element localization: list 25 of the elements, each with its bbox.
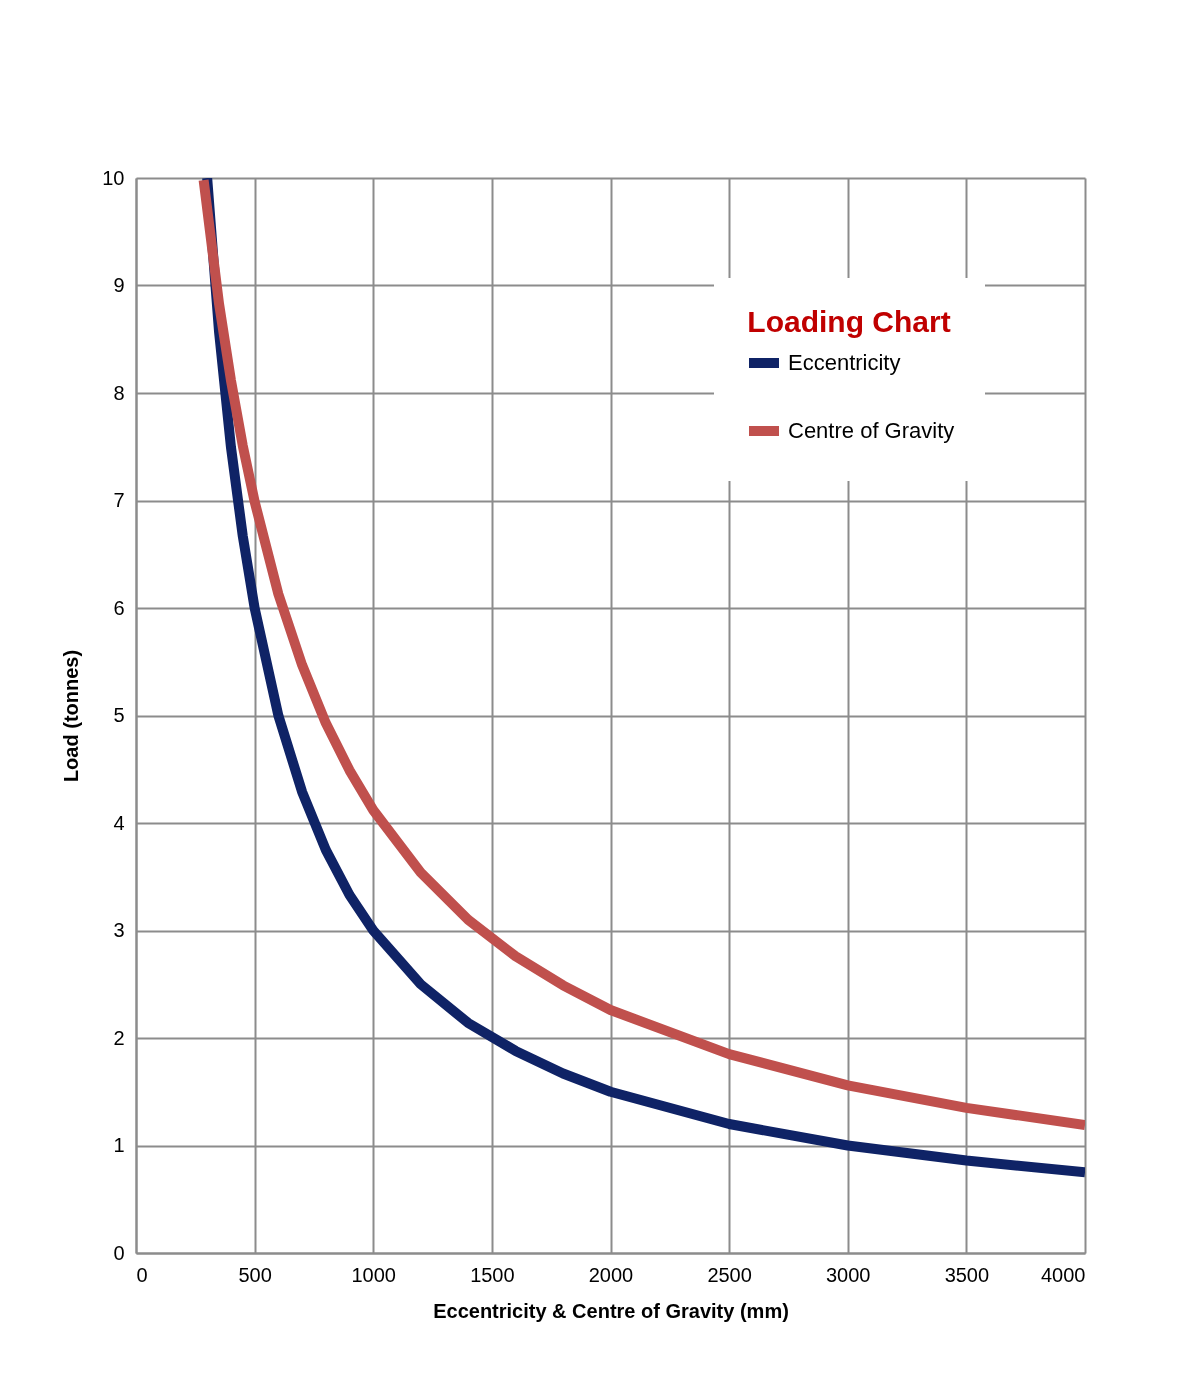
y-tick-label: 7 xyxy=(113,489,125,511)
y-tick-label: 5 xyxy=(113,704,125,726)
y-tick-label: 1 xyxy=(113,1134,125,1156)
legend-title: Loading Chart xyxy=(747,305,951,338)
y-tick-label: 9 xyxy=(113,274,125,296)
x-axis-title: Eccentricity & Centre of Gravity (mm) xyxy=(433,1299,789,1322)
y-tick-label: 4 xyxy=(113,811,125,834)
x-tick-label: 3500 xyxy=(944,1263,990,1286)
x-tick-label: 2000 xyxy=(588,1263,634,1286)
y-tick-label: 6 xyxy=(113,596,125,619)
y-axis-title: Load (tonnes) xyxy=(60,649,83,783)
x-tick-label: 1000 xyxy=(351,1263,396,1286)
y-tick-label: 8 xyxy=(113,381,125,404)
x-tick-label: 1500 xyxy=(470,1263,515,1286)
y-tick-label: 0 xyxy=(113,1241,125,1264)
y-tick-label: 10 xyxy=(102,166,125,189)
y-tick-label: 3 xyxy=(113,919,125,941)
x-tick-label: 0 xyxy=(136,1263,148,1286)
x-tick-label: 2500 xyxy=(707,1263,752,1286)
legend-label: Centre of Gravity xyxy=(788,418,955,443)
y-tick-label: 2 xyxy=(113,1026,125,1049)
x-tick-label: 500 xyxy=(238,1263,272,1286)
x-tick-label: 3000 xyxy=(826,1263,871,1286)
legend-label: Eccentricity xyxy=(788,350,901,375)
x-tick-label: 4000 xyxy=(1041,1263,1086,1286)
